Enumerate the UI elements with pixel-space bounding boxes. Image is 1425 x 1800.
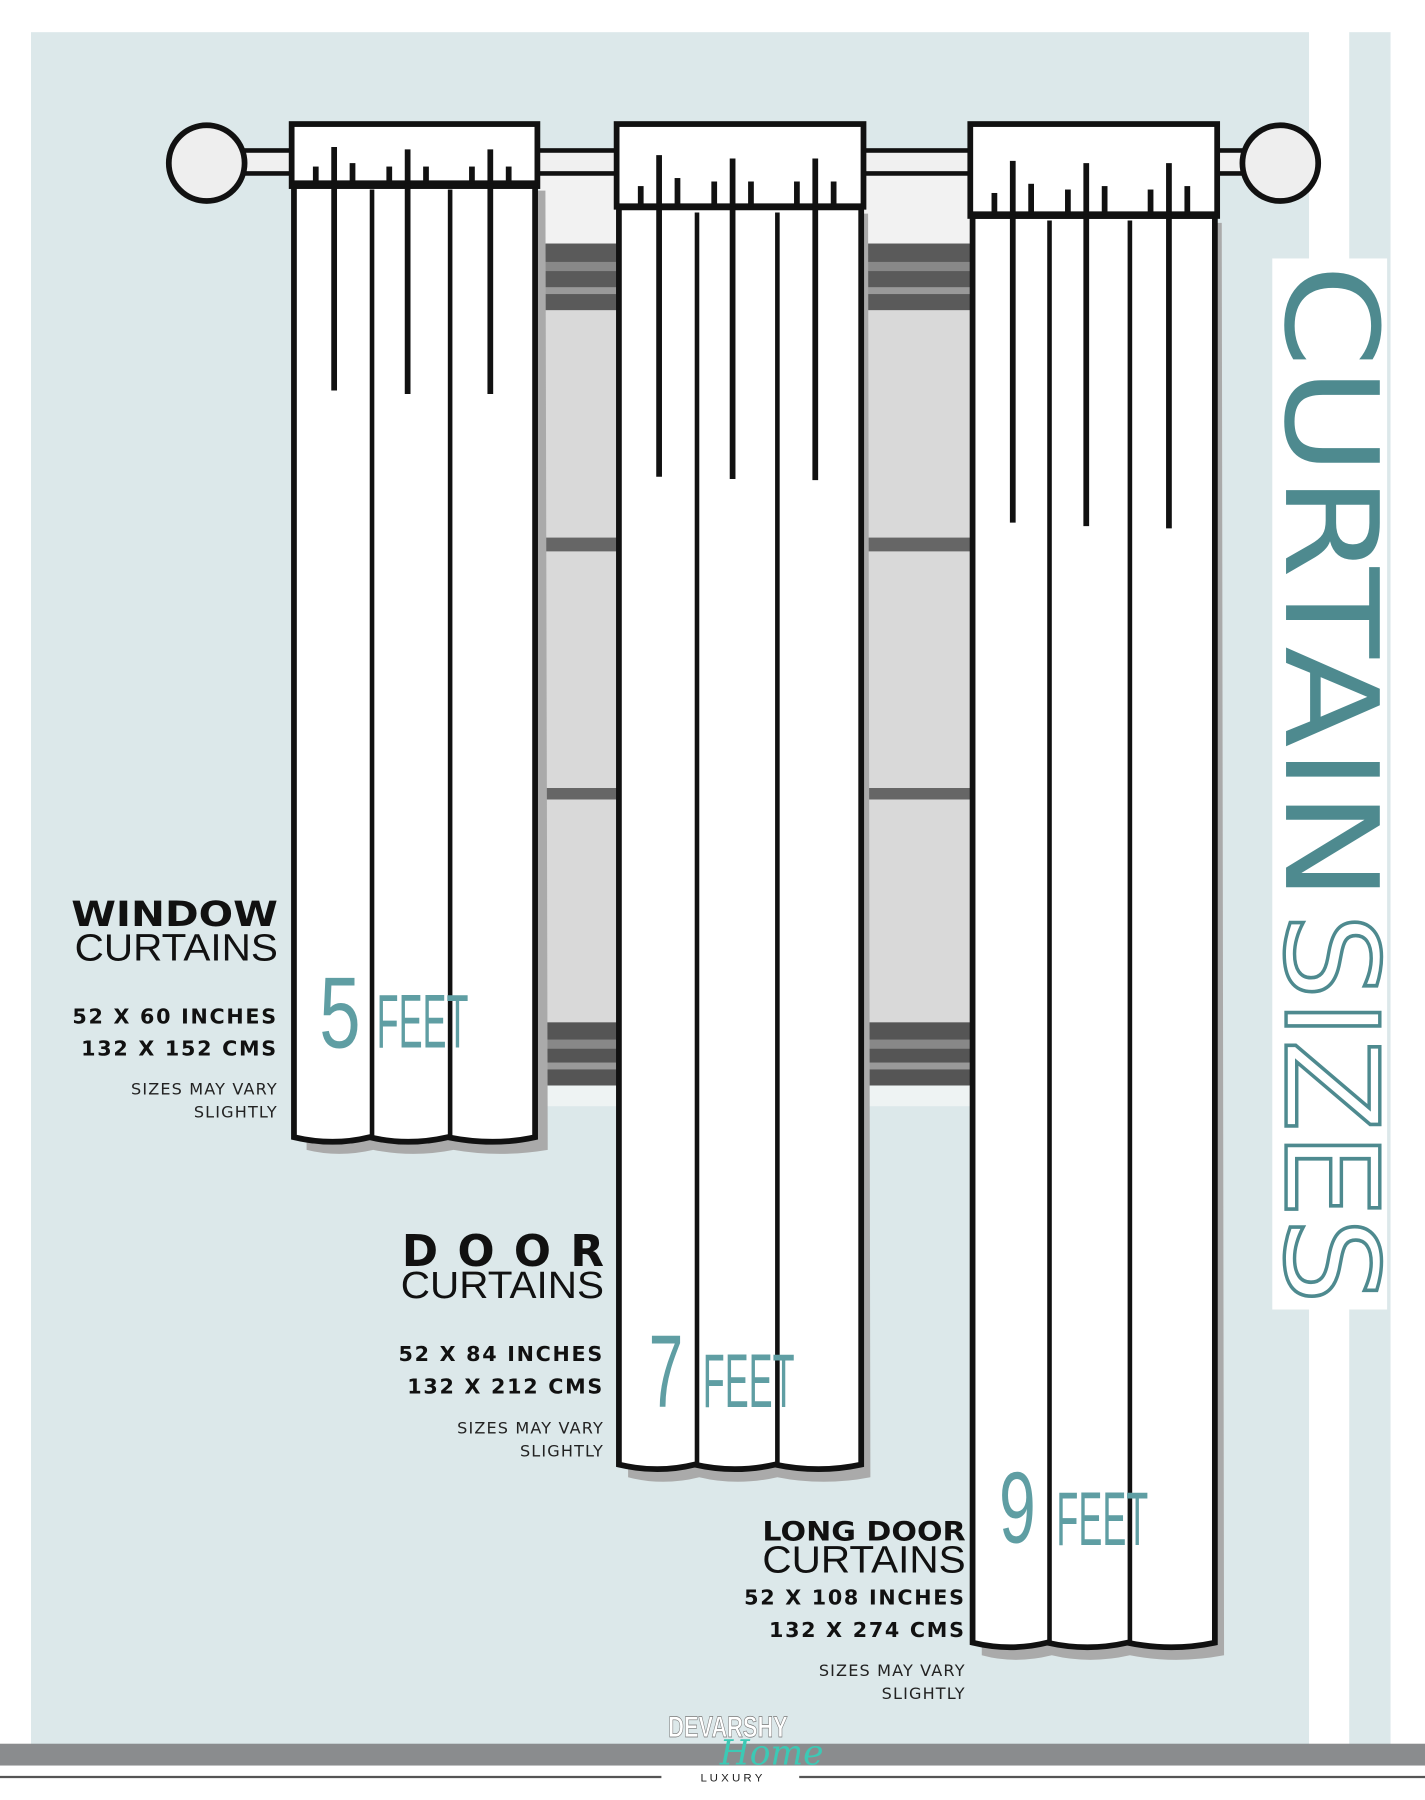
window-curtain-illustration <box>288 121 548 1154</box>
long-door-note-line2: SLIGHTLY <box>882 1684 966 1703</box>
window-feet-unit: FEET <box>377 980 469 1065</box>
window-label-subtitle: CURTAINS <box>75 927 278 969</box>
door-note-line1: SIZES MAY VARY <box>457 1419 604 1438</box>
door-curtain-illustration <box>613 121 871 1482</box>
vertical-title: CURTAIN SIZES <box>1253 258 1406 1310</box>
door-cms: 132 X 212 CMS <box>407 1374 604 1398</box>
logo-script: Home <box>719 1733 824 1773</box>
door-feet-unit: FEET <box>703 1339 795 1424</box>
long-door-note-line1: SIZES MAY VARY <box>819 1661 966 1680</box>
logo-brand: DEVARSHY <box>668 1711 787 1744</box>
window-cms: 132 X 152 CMS <box>81 1037 278 1061</box>
logo-tagline: L U X U R Y <box>701 1773 763 1785</box>
window-note-line2: SLIGHTLY <box>194 1103 278 1122</box>
door-curtains-label: DOOR CURTAINS 52 X 84 INCHES 132 X 212 C… <box>398 1226 603 1461</box>
brand-logo: DEVARSHY Home L U X U R Y <box>661 1710 824 1786</box>
long-door-inches: 52 X 108 INCHES <box>744 1586 966 1610</box>
window-label-title: WINDOW <box>71 895 278 935</box>
long-door-curtains-label: LONG DOOR CURTAINS 52 X 108 INCHES 132 X… <box>744 1516 966 1703</box>
window-note-line1: SIZES MAY VARY <box>131 1080 278 1099</box>
long-door-feet-unit: FEET <box>1056 1477 1148 1562</box>
rod-finial-left <box>165 122 248 204</box>
door-feet-number: 7 <box>649 1313 683 1429</box>
title-sizes: SIZES <box>1255 913 1404 1304</box>
window-inches: 52 X 60 INCHES <box>72 1004 277 1028</box>
long-door-curtain-illustration <box>967 121 1225 1660</box>
door-label-subtitle: CURTAINS <box>401 1265 604 1307</box>
long-door-label-title: LONG DOOR <box>762 1516 965 1547</box>
door-note-line2: SLIGHTLY <box>520 1442 604 1461</box>
window-curtains-label: WINDOW CURTAINS 52 X 60 INCHES 132 X 152… <box>71 895 278 1122</box>
window-feet-number: 5 <box>319 958 360 1070</box>
rod-finial-right <box>1239 122 1322 204</box>
long-door-cms: 132 X 274 CMS <box>769 1618 966 1642</box>
footer-band <box>0 1743 1425 1766</box>
title-curtain: CURTAIN <box>1255 264 1404 902</box>
long-door-feet-number: 9 <box>999 1453 1036 1565</box>
long-door-label-subtitle: CURTAINS <box>762 1540 965 1582</box>
door-inches: 52 X 84 INCHES <box>398 1342 603 1366</box>
